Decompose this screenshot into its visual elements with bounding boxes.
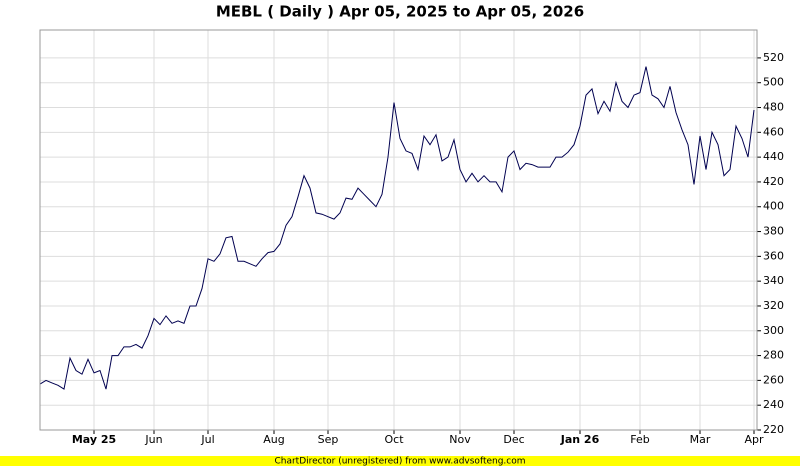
y-tick-label: 440	[763, 150, 784, 163]
price-line	[39, 66, 755, 390]
y-tick-label: 220	[763, 423, 784, 436]
plot-area	[39, 29, 758, 431]
x-tick-label: Dec	[503, 433, 524, 446]
x-tick-label: Sep	[318, 433, 339, 446]
y-tick-label: 500	[763, 76, 784, 89]
x-tick-label: Feb	[630, 433, 649, 446]
plot-area	[39, 29, 758, 431]
y-tick-label: 280	[763, 349, 784, 362]
x-tick-label: Jul	[200, 433, 214, 446]
y-tick-label: 420	[763, 175, 784, 188]
x-tick-label: Nov	[449, 433, 471, 446]
footer: ChartDirector (unregistered) from www.ad…	[274, 457, 525, 466]
y-tick-label: 520	[763, 51, 784, 64]
y-tick-label: 380	[763, 225, 784, 238]
y-tick-label: 460	[763, 125, 784, 138]
x-tick-label: Mar	[690, 433, 711, 446]
x-tick-label: Oct	[384, 433, 404, 446]
y-tick-label: 240	[763, 398, 784, 411]
y-tick-label: 400	[763, 200, 784, 213]
y-tick-label: 340	[763, 274, 784, 287]
x-tick-label: May 25	[72, 433, 116, 446]
x-tick-label: Jun	[144, 433, 162, 446]
y-tick-label: 300	[763, 324, 784, 337]
y-tick-label: 260	[763, 373, 784, 386]
y-tick-label: 360	[763, 249, 784, 262]
x-tick-label: Aug	[263, 433, 284, 446]
x-tick-label: Jan 26	[560, 433, 600, 446]
footer-band	[0, 456, 800, 466]
y-tick-label: 480	[763, 101, 784, 114]
y-tick-label: 320	[763, 299, 784, 312]
x-tick-label: Apr	[744, 433, 764, 446]
chart-title: MEBL ( Daily ) Apr 05, 2025 to Apr 05, 2…	[216, 3, 584, 21]
